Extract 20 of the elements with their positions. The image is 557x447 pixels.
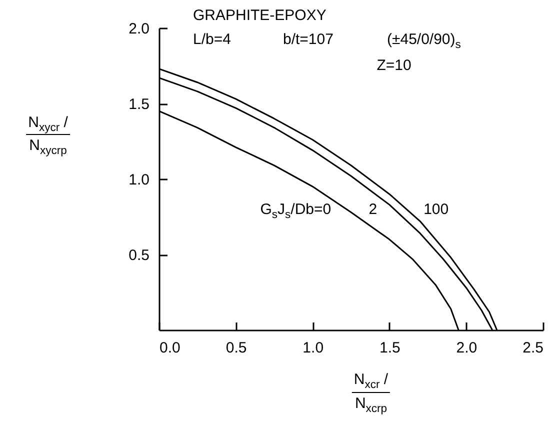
x-tick-label: 0.0 (160, 340, 180, 356)
annotation: b/t=107 (283, 31, 334, 48)
text: N$_{xcr}$ / N$_{xcrp}$ (354, 371, 388, 414)
x-tick-label: 1.0 (302, 340, 324, 356)
x-tick-label: 2.0 (456, 340, 478, 356)
text: N$_{xycr}$ / N$_{xycrp}$ (28, 114, 68, 158)
annotation: L/b=4 (193, 31, 231, 48)
annotation: (±45/0/90)$_{s}$ (387, 31, 461, 51)
x-tick-label: 2.5 (522, 340, 544, 356)
x-tick-label: 0.5 (226, 340, 247, 356)
annotation: Z=10 (376, 57, 412, 74)
x-tick-label: 1.5 (379, 340, 400, 356)
series-label: G$_{s}$J$_{s}$/Db=0 (260, 200, 332, 221)
chart-title: GRAPHITE-EPOXY (193, 7, 326, 24)
series-label: 2 (368, 200, 378, 218)
y-tick-label: 0.5 (128, 247, 150, 264)
y-tick-label: 2.0 (128, 20, 150, 38)
y-tick-label: 1.0 (128, 172, 150, 188)
y-tick-label: 1.5 (128, 96, 150, 113)
series-label: 100 (424, 200, 449, 218)
